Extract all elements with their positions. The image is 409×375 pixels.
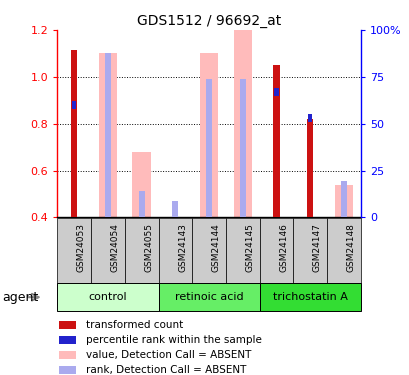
Bar	[91, 217, 124, 283]
Bar	[259, 283, 360, 311]
Text: GSM24053: GSM24053	[77, 223, 86, 272]
Text: GSM24147: GSM24147	[312, 223, 321, 272]
Text: GSM24145: GSM24145	[245, 223, 254, 272]
Bar	[225, 217, 259, 283]
Bar	[138, 190, 144, 217]
Bar	[72, 101, 76, 109]
Bar	[57, 217, 91, 283]
Text: control: control	[88, 292, 127, 302]
Bar	[326, 217, 360, 283]
Text: trichostatin A: trichostatin A	[272, 292, 347, 302]
Bar	[233, 30, 252, 217]
Text: GSM24054: GSM24054	[110, 223, 119, 272]
Bar	[306, 119, 312, 218]
Text: GSM24146: GSM24146	[279, 223, 288, 272]
Bar	[132, 152, 151, 217]
Title: GDS1512 / 96692_at: GDS1512 / 96692_at	[137, 13, 281, 28]
Bar	[172, 201, 178, 217]
Text: percentile rank within the sample: percentile rank within the sample	[86, 335, 261, 345]
Bar	[273, 65, 279, 218]
Text: rank, Detection Call = ABSENT: rank, Detection Call = ABSENT	[86, 365, 246, 375]
Text: GSM24144: GSM24144	[211, 223, 220, 272]
Bar	[105, 53, 111, 217]
Bar	[58, 366, 76, 374]
Bar	[206, 79, 211, 218]
Bar	[58, 336, 76, 344]
Text: transformed count: transformed count	[86, 320, 183, 330]
Bar	[158, 283, 259, 311]
Bar	[158, 217, 192, 283]
Bar	[99, 53, 117, 217]
Bar	[340, 181, 346, 218]
Bar	[57, 283, 158, 311]
Bar	[334, 184, 353, 218]
Bar	[199, 53, 218, 217]
Text: retinoic acid: retinoic acid	[174, 292, 243, 302]
Text: GSM24148: GSM24148	[346, 223, 355, 272]
Bar	[259, 217, 293, 283]
Text: GSM24143: GSM24143	[178, 223, 187, 272]
Bar	[71, 50, 77, 217]
Bar	[58, 351, 76, 359]
Bar	[308, 114, 312, 122]
Bar	[192, 217, 225, 283]
Bar	[293, 217, 326, 283]
Bar	[239, 79, 245, 218]
Text: GSM24055: GSM24055	[144, 223, 153, 272]
Text: value, Detection Call = ABSENT: value, Detection Call = ABSENT	[86, 350, 251, 360]
Bar	[58, 321, 76, 329]
Bar	[274, 88, 278, 96]
Bar	[124, 217, 158, 283]
Text: agent: agent	[2, 291, 38, 304]
